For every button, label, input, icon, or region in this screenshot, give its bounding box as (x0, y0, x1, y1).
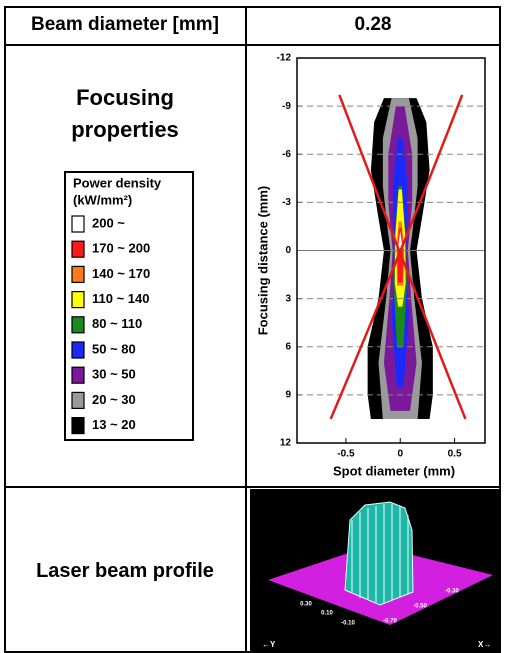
legend-swatch (72, 241, 84, 257)
x-tick-label: 0.5 (448, 449, 462, 460)
profile-axis-label: 0.10 (321, 611, 333, 617)
legend-label: 50 ~ 80 (92, 341, 136, 356)
legend-label: 140 ~ 170 (92, 266, 150, 281)
y-tick-label: 0 (285, 245, 291, 256)
legend-label: 13 ~ 20 (92, 417, 136, 432)
drawing: Power density (kW/mm²) 200 ~ 170 ~ 200 140… (0, 0, 505, 653)
legend-title: Power density (73, 175, 162, 190)
legend-label: 170 ~ 200 (92, 241, 150, 256)
legend-label: 110 ~ 140 (92, 291, 149, 306)
profile-x-arrow: X→ (478, 640, 491, 649)
y-tick-label: -12 (277, 53, 292, 64)
legend-swatch (72, 392, 84, 408)
x-tick-label: 0 (397, 449, 403, 460)
y-axis-label: Focusing distance (mm) (255, 186, 270, 336)
y-tick-label: -9 (282, 101, 291, 112)
y-tick-label: 12 (280, 438, 292, 449)
y-tick-label: 9 (285, 390, 291, 401)
y-tick-label: 3 (285, 293, 291, 304)
profile-axis-label: 0.30 (300, 602, 312, 608)
legend-swatch (72, 216, 84, 232)
profile-axis-label: -0.50 (413, 604, 427, 610)
x-tick-label: -0.5 (337, 449, 355, 460)
page: Beam diameter [mm] 0.28 Focusing propert… (0, 0, 505, 653)
y-tick-label: -6 (282, 149, 291, 160)
legend-label: 200 ~ (92, 215, 125, 230)
x-axis-label: Spot diameter (mm) (333, 463, 455, 478)
profile-axis-label: -0.10 (341, 621, 355, 627)
profile-axis-label: -0.30 (445, 589, 459, 595)
legend-label: 30 ~ 50 (92, 367, 136, 382)
legend-unit: (kW/mm²) (73, 192, 132, 207)
legend-swatch (72, 367, 84, 383)
profile-beam (345, 502, 413, 605)
y-tick-label: -3 (282, 197, 291, 208)
legend-swatch (72, 317, 84, 333)
legend-swatch (72, 342, 84, 358)
y-tick-label: 6 (285, 341, 291, 352)
legend-swatch (72, 266, 84, 282)
profile-axis-label: -0.70 (383, 619, 397, 625)
profile-y-arrow: ←Y (262, 640, 276, 649)
legend-label: 80 ~ 110 (92, 316, 142, 331)
legend-swatch (72, 418, 84, 434)
legend-swatch (72, 292, 84, 308)
legend-label: 20 ~ 30 (92, 392, 136, 407)
